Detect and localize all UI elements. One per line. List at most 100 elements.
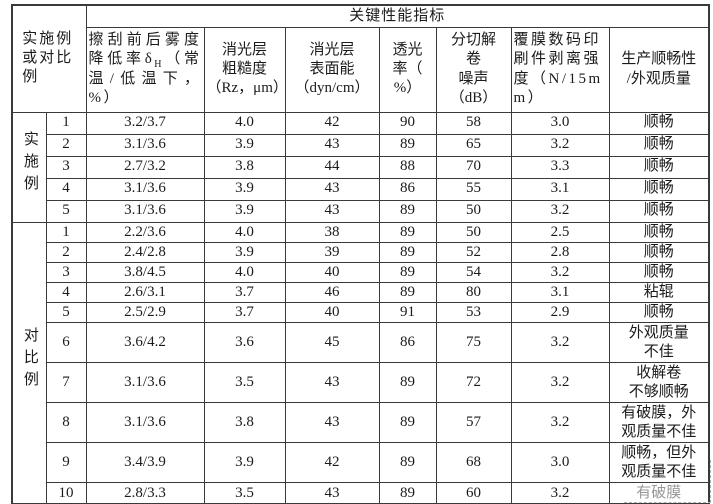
- corner-header-label: 实施例或对比例: [22, 30, 74, 86]
- cell-peel: 3.3: [510, 155, 610, 179]
- cell-roughness: 3.9: [203, 133, 286, 157]
- cell-transmittance: 89: [378, 133, 437, 157]
- cell-production: 顺畅: [608, 177, 710, 201]
- col-header-production: 生产顺畅性 /外观质量: [608, 26, 710, 113]
- cell-transmittance: 89: [378, 241, 437, 263]
- cell-noise: 50: [435, 199, 512, 223]
- cell-noise: 70: [435, 155, 512, 179]
- cell-production: 有破膜: [608, 482, 710, 504]
- cell-no: 6: [45, 322, 87, 364]
- cell-no: 3: [45, 155, 87, 179]
- cell-surface-energy: 40: [284, 302, 380, 324]
- cell-roughness: 3.7: [203, 282, 286, 304]
- cell-transmittance: 89: [378, 261, 437, 284]
- cell-transmittance: 91: [378, 302, 437, 324]
- cell-haze: 3.1/3.6: [85, 362, 205, 404]
- cell-transmittance: 89: [378, 402, 437, 444]
- cell-haze: 2.5/2.9: [85, 302, 205, 324]
- cell-surface-energy: 43: [284, 177, 380, 201]
- table-row: 10 2.8/3.3 3.5 43 89 60 3.2 有破膜: [12, 482, 710, 504]
- cell-roughness: 3.8: [203, 402, 286, 444]
- corner-header: 实施例或对比例: [11, 4, 87, 113]
- cell-noise: 55: [435, 177, 512, 201]
- cell-haze: 2.2/3.6: [85, 221, 205, 243]
- cell-haze: 2.4/2.8: [85, 241, 205, 263]
- cell-peel: 3.2: [510, 261, 610, 284]
- table-row: 3 3.8/4.5 4.0 40 89 54 3.2 顺畅: [12, 261, 710, 284]
- cell-transmittance: 89: [378, 282, 437, 304]
- cell-surface-energy: 42: [284, 442, 380, 484]
- cell-noise: 58: [435, 111, 512, 135]
- cell-noise: 52: [435, 241, 512, 263]
- col-header-haze-label: 擦刮前后雾度降低率δH（常温/低温下，%）: [89, 31, 202, 108]
- cell-peel: 3.2: [510, 133, 610, 157]
- cell-no: 5: [45, 302, 87, 324]
- cell-transmittance: 88: [378, 155, 437, 179]
- cell-surface-energy: 43: [284, 133, 380, 157]
- cell-transmittance: 89: [378, 362, 437, 404]
- table-row: 8 3.1/3.6 3.8 43 89 57 3.2 有破膜，外 观质量不佳: [12, 402, 710, 444]
- cell-peel: 2.5: [510, 221, 610, 243]
- cell-haze: 3.1/3.6: [85, 402, 205, 444]
- cell-roughness: 3.9: [203, 442, 286, 484]
- table-body: 实施例 1 3.2/3.7 4.0 42 90 58 3.0 顺畅 2 3.1/3.6 3.9 43 89…: [11, 111, 710, 504]
- cell-production: 顺畅: [608, 111, 710, 135]
- cell-roughness: 3.8: [203, 155, 286, 179]
- cell-production: 顺畅: [608, 241, 710, 263]
- col-header-haze: 擦刮前后雾度降低率δH（常温/低温下，%）: [85, 26, 205, 113]
- cell-roughness: 3.9: [203, 177, 286, 201]
- cell-no: 2: [45, 133, 87, 157]
- cell-haze: 3.4/3.9: [85, 442, 205, 484]
- header-row-top: 实施例或对比例 关键性能指标: [11, 4, 710, 113]
- cell-production: 粘辊: [608, 282, 710, 304]
- cell-noise: 65: [435, 133, 512, 157]
- cell-noise: 80: [435, 282, 512, 304]
- cell-noise: 68: [435, 442, 512, 484]
- table-row: 对比例 1 2.2/3.6 4.0 38 89 50 2.5 顺畅: [11, 221, 710, 504]
- cell-production: 顺畅: [608, 199, 710, 223]
- cell-production: 有破膜，外 观质量不佳: [608, 402, 710, 444]
- cell-haze: 3.2/3.7: [85, 111, 205, 135]
- cell-no: 8: [45, 402, 87, 444]
- table-row: 5 2.5/2.9 3.7 40 91 53 2.9 顺畅: [12, 302, 710, 324]
- cell-production: 顺畅: [608, 302, 710, 324]
- group-label-cell: 实施例: [11, 111, 47, 223]
- cell-roughness: 4.0: [203, 261, 286, 284]
- performance-table: 实施例或对比例 关键性能指标 擦刮前后雾度降低率δH（常温/低温下，%） 消光层…: [11, 4, 711, 504]
- table-row: 4 2.6/3.1 3.7 46 89 80 3.1 粘辊: [12, 282, 710, 304]
- col-header-noise: 分切解 卷 噪声（dB）: [435, 26, 512, 113]
- cell-noise: 57: [435, 402, 512, 444]
- table-row: 实施例 1 3.2/3.7 4.0 42 90 58 3.0 顺畅: [11, 111, 710, 223]
- cell-surface-energy: 45: [284, 322, 380, 364]
- table-row: 7 3.1/3.6 3.5 43 89 72 3.2 收解卷 不够顺畅: [12, 362, 710, 404]
- cell-production: 顺畅: [608, 155, 710, 179]
- cell-no: 5: [45, 199, 87, 223]
- cell-surface-energy: 44: [284, 155, 380, 179]
- table-row: 3 2.7/3.2 3.8 44 88 70 3.3 顺畅: [12, 155, 710, 179]
- cell-roughness: 4.0: [203, 111, 286, 135]
- cell-haze: 3.1/3.6: [85, 199, 205, 223]
- cell-transmittance: 86: [378, 177, 437, 201]
- cell-peel: 3.1: [510, 282, 610, 304]
- cell-no: 1: [45, 221, 87, 243]
- cell-haze: 2.8/3.3: [85, 482, 205, 504]
- cell-haze: 3.8/4.5: [85, 261, 205, 284]
- cell-production: 顺畅: [608, 133, 710, 157]
- cell-peel: 3.0: [510, 111, 610, 135]
- cell-surface-energy: 39: [284, 241, 380, 263]
- cell-transmittance: 86: [378, 322, 437, 364]
- cell-surface-energy: 42: [284, 111, 380, 135]
- table-row: 2 3.1/3.6 3.9 43 89 65 3.2 顺畅: [12, 133, 710, 157]
- cell-production: 外观质量 不佳: [608, 322, 710, 364]
- col-header-roughness: 消光层 粗糙度 （Rz，μm）: [203, 26, 286, 113]
- cell-haze: 2.7/3.2: [85, 155, 205, 179]
- cell-production: 顺畅，但外 观质量不佳: [608, 442, 710, 484]
- cell-haze: 2.6/3.1: [85, 282, 205, 304]
- cell-noise: 72: [435, 362, 512, 404]
- cell-haze: 3.1/3.6: [85, 133, 205, 157]
- cell-peel: 3.2: [510, 482, 610, 504]
- cell-surface-energy: 38: [284, 221, 380, 243]
- cell-peel: 2.8: [510, 241, 610, 263]
- span-header: 关键性能指标: [85, 4, 710, 28]
